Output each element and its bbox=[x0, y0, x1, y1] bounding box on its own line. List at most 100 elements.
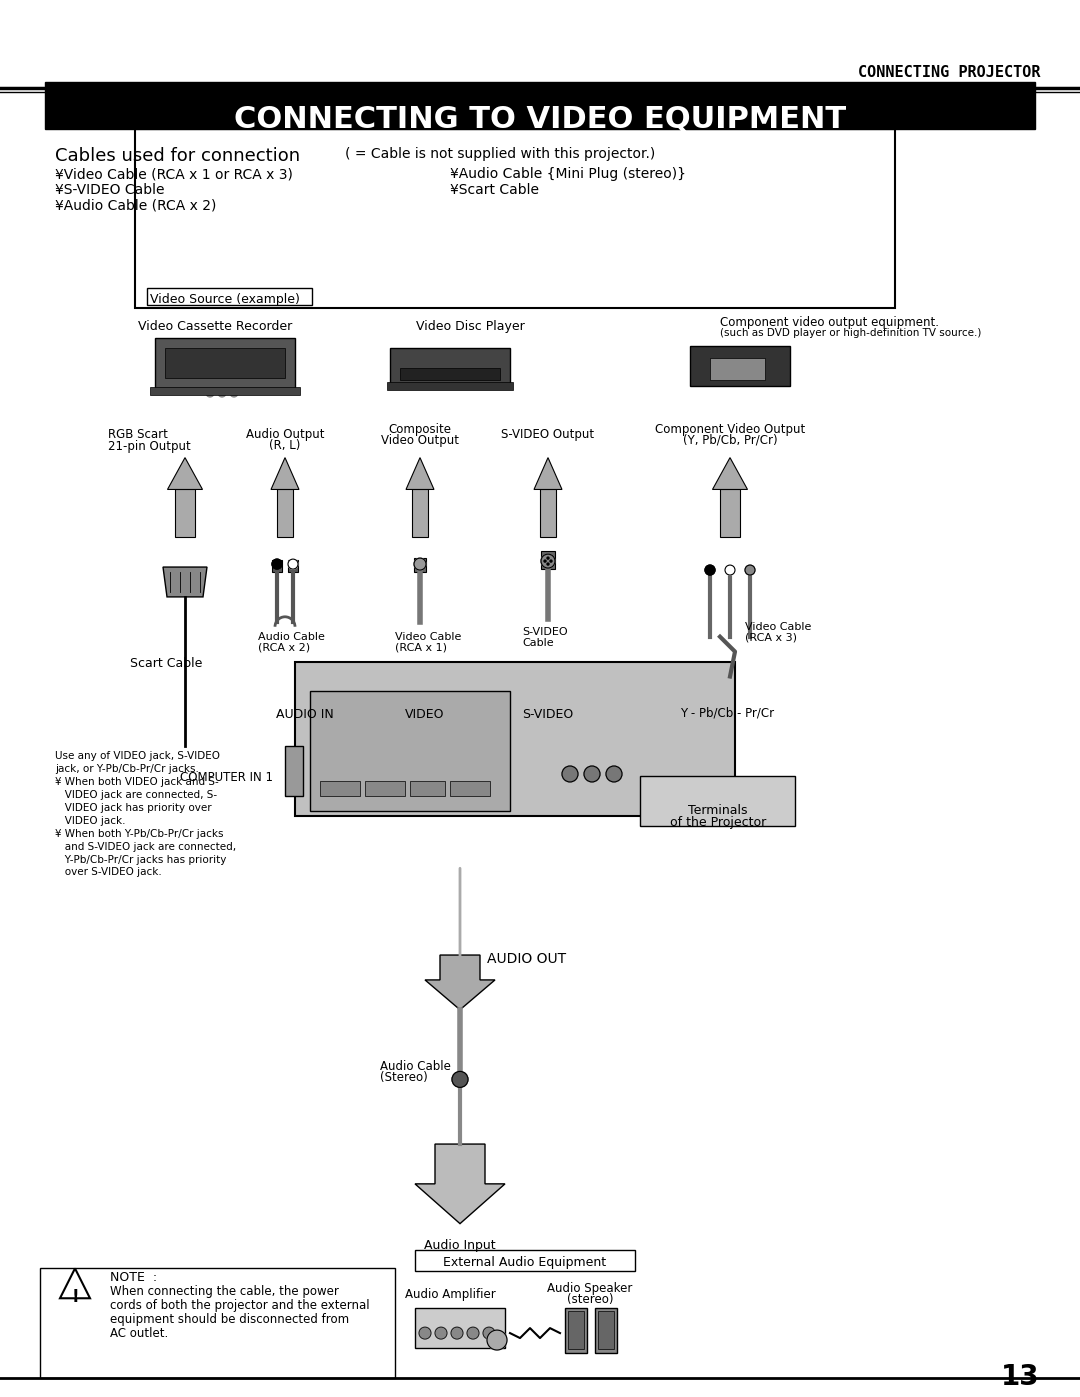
Circle shape bbox=[725, 564, 735, 576]
Text: 13: 13 bbox=[1001, 1363, 1039, 1391]
Bar bbox=[541, 552, 555, 569]
Text: ¥Scart Cable: ¥Scart Cable bbox=[450, 183, 539, 197]
Text: S-VIDEO: S-VIDEO bbox=[523, 708, 573, 721]
Circle shape bbox=[414, 559, 426, 570]
Bar bbox=[320, 781, 360, 796]
Text: Composite: Composite bbox=[389, 423, 451, 436]
Text: Audio Cable: Audio Cable bbox=[258, 631, 325, 641]
Text: Audio Speaker: Audio Speaker bbox=[548, 1282, 633, 1295]
Polygon shape bbox=[60, 1268, 90, 1298]
Bar bbox=[390, 348, 510, 388]
Bar bbox=[720, 489, 740, 538]
Text: Video Cable: Video Cable bbox=[395, 631, 461, 641]
Polygon shape bbox=[167, 458, 203, 489]
Text: !: ! bbox=[71, 1288, 79, 1306]
Circle shape bbox=[419, 1327, 431, 1340]
Circle shape bbox=[435, 1327, 447, 1340]
Text: External Audio Equipment: External Audio Equipment bbox=[444, 1256, 607, 1270]
Circle shape bbox=[218, 388, 226, 397]
Text: ¥ When both VIDEO jack and S-: ¥ When both VIDEO jack and S- bbox=[55, 777, 219, 787]
Bar bbox=[410, 781, 445, 796]
Polygon shape bbox=[713, 458, 747, 489]
Bar bbox=[690, 346, 789, 386]
Bar bbox=[450, 781, 490, 796]
Text: Video Output: Video Output bbox=[381, 433, 459, 447]
Text: VIDEO jack.: VIDEO jack. bbox=[55, 816, 125, 826]
Text: S-VIDEO Output: S-VIDEO Output bbox=[501, 427, 595, 441]
Text: Cable: Cable bbox=[522, 637, 554, 648]
Text: Component video output equipment.: Component video output equipment. bbox=[720, 316, 939, 330]
Text: COMPUTER IN 1: COMPUTER IN 1 bbox=[180, 771, 273, 784]
Text: Y - Pb/Cb - Pr/Cr: Y - Pb/Cb - Pr/Cr bbox=[680, 707, 774, 719]
Bar bbox=[400, 367, 500, 380]
Text: ¥Audio Cable (RCA x 2): ¥Audio Cable (RCA x 2) bbox=[55, 198, 216, 212]
Text: Video Source (example): Video Source (example) bbox=[150, 293, 300, 306]
Bar bbox=[413, 489, 428, 538]
Circle shape bbox=[272, 559, 282, 569]
Text: Scart Cable: Scart Cable bbox=[130, 657, 202, 669]
Text: (R, L): (R, L) bbox=[269, 439, 300, 451]
Text: Terminals: Terminals bbox=[688, 803, 747, 817]
Text: of the Projector: of the Projector bbox=[670, 816, 766, 828]
Text: Video Disc Player: Video Disc Player bbox=[416, 320, 525, 334]
Text: Component Video Output: Component Video Output bbox=[654, 423, 805, 436]
Bar bbox=[540, 489, 556, 538]
Text: Audio Output: Audio Output bbox=[246, 427, 324, 441]
Circle shape bbox=[692, 391, 698, 395]
Text: ( = Cable is not supplied with this projector.): ( = Cable is not supplied with this proj… bbox=[345, 147, 656, 161]
Text: equipment should be disconnected from: equipment should be disconnected from bbox=[110, 1313, 349, 1326]
Circle shape bbox=[206, 388, 214, 397]
Polygon shape bbox=[415, 1144, 505, 1224]
Text: ¥S-VIDEO Cable: ¥S-VIDEO Cable bbox=[55, 183, 164, 197]
Circle shape bbox=[705, 564, 715, 576]
Text: Use any of VIDEO jack, S-VIDEO: Use any of VIDEO jack, S-VIDEO bbox=[55, 752, 220, 761]
Circle shape bbox=[606, 766, 622, 782]
Circle shape bbox=[562, 766, 578, 782]
Bar bbox=[568, 1312, 584, 1350]
Circle shape bbox=[541, 555, 555, 569]
Circle shape bbox=[546, 557, 549, 559]
Text: 21-pin Output: 21-pin Output bbox=[108, 440, 191, 453]
Bar bbox=[156, 338, 295, 388]
Bar bbox=[135, 130, 895, 309]
Bar bbox=[310, 692, 510, 810]
Circle shape bbox=[544, 560, 546, 562]
Text: (stereo): (stereo) bbox=[567, 1294, 613, 1306]
Text: When connecting the cable, the power: When connecting the cable, the power bbox=[110, 1285, 339, 1298]
Bar bbox=[565, 1308, 588, 1352]
Text: cords of both the projector and the external: cords of both the projector and the exte… bbox=[110, 1299, 369, 1312]
Circle shape bbox=[483, 1327, 495, 1340]
Bar bbox=[415, 1249, 635, 1271]
Polygon shape bbox=[426, 956, 495, 1010]
Text: ¥Video Cable (RCA x 1 or RCA x 3): ¥Video Cable (RCA x 1 or RCA x 3) bbox=[55, 168, 293, 182]
Text: Y-Pb/Cb-Pr/Cr jacks has priority: Y-Pb/Cb-Pr/Cr jacks has priority bbox=[55, 855, 227, 865]
Text: VIDEO: VIDEO bbox=[405, 708, 445, 721]
Circle shape bbox=[230, 388, 238, 397]
Polygon shape bbox=[271, 458, 299, 489]
Text: CONNECTING TO VIDEO EQUIPMENT: CONNECTING TO VIDEO EQUIPMENT bbox=[234, 105, 846, 134]
Bar bbox=[147, 288, 312, 306]
Bar bbox=[598, 1312, 615, 1350]
Bar bbox=[387, 381, 513, 390]
Text: (Y, Pb/Cb, Pr/Cr): (Y, Pb/Cb, Pr/Cr) bbox=[683, 433, 778, 447]
Circle shape bbox=[708, 391, 714, 395]
Circle shape bbox=[546, 563, 549, 564]
Text: (RCA x 1): (RCA x 1) bbox=[395, 643, 447, 652]
Text: VIDEO jack has priority over: VIDEO jack has priority over bbox=[55, 803, 212, 813]
Text: RGB Scart: RGB Scart bbox=[108, 427, 167, 441]
Text: over S-VIDEO jack.: over S-VIDEO jack. bbox=[55, 868, 162, 877]
Bar bbox=[278, 489, 293, 538]
Text: Audio Cable: Audio Cable bbox=[380, 1059, 450, 1073]
Bar bbox=[415, 1308, 505, 1348]
Bar bbox=[414, 559, 426, 571]
Bar bbox=[285, 746, 303, 796]
Text: Video Cassette Recorder: Video Cassette Recorder bbox=[138, 320, 292, 334]
Bar bbox=[150, 387, 300, 395]
Text: VIDEO jack are connected, S-: VIDEO jack are connected, S- bbox=[55, 789, 217, 800]
Text: Audio Input: Audio Input bbox=[424, 1239, 496, 1252]
Polygon shape bbox=[534, 458, 562, 489]
Circle shape bbox=[550, 560, 552, 562]
Bar bbox=[710, 358, 765, 380]
Text: ¥Audio Cable {Mini Plug (stereo)}: ¥Audio Cable {Mini Plug (stereo)} bbox=[450, 168, 686, 182]
Text: Audio Amplifier: Audio Amplifier bbox=[405, 1288, 496, 1302]
